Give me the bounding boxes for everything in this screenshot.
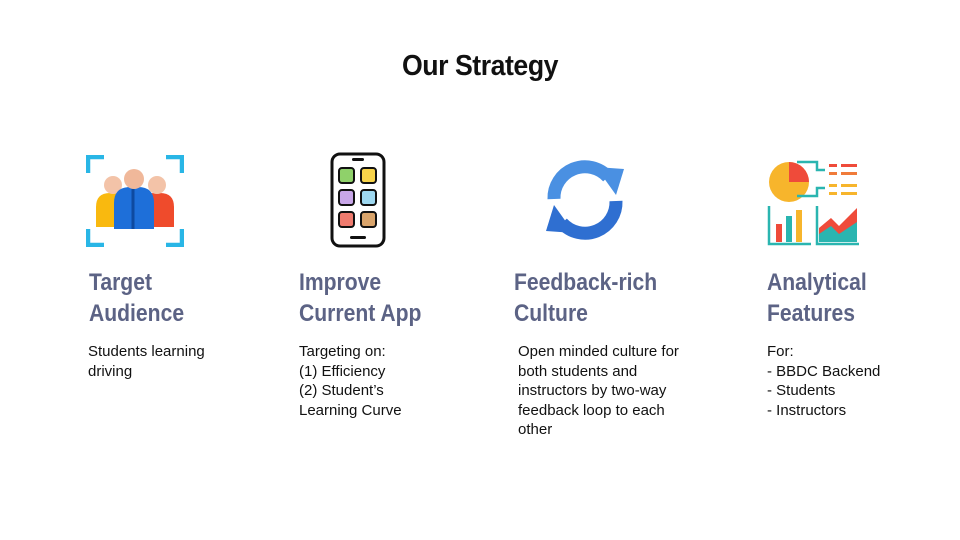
column-body: Targeting on: (1) Efficiency (2) Student… <box>299 343 402 419</box>
column-heading: Analytical Features <box>767 269 867 327</box>
column-heading: Target Audience <box>89 269 185 327</box>
column-heading: Improve Current App <box>299 269 422 327</box>
slide-title: Our Strategy <box>401 50 559 82</box>
column-body: For: - BBDC Backend - Students - Instruc… <box>767 343 881 419</box>
target-audience-icon <box>85 154 185 248</box>
column-heading: Feedback-rich Culture <box>514 269 658 327</box>
refresh-cycle-icon <box>536 155 634 245</box>
analytics-dashboard-icon <box>767 156 861 246</box>
column-body: Students learning driving <box>88 343 205 380</box>
column-body: Open minded culture for both students an… <box>518 343 679 438</box>
mobile-app-icon <box>330 152 386 248</box>
